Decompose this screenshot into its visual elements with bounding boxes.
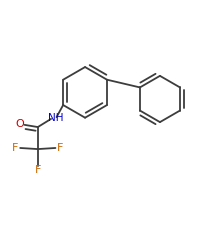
Text: O: O <box>15 119 24 129</box>
Text: NH: NH <box>48 113 63 123</box>
Text: F: F <box>35 165 41 176</box>
Text: F: F <box>12 143 19 153</box>
Text: F: F <box>57 143 64 153</box>
